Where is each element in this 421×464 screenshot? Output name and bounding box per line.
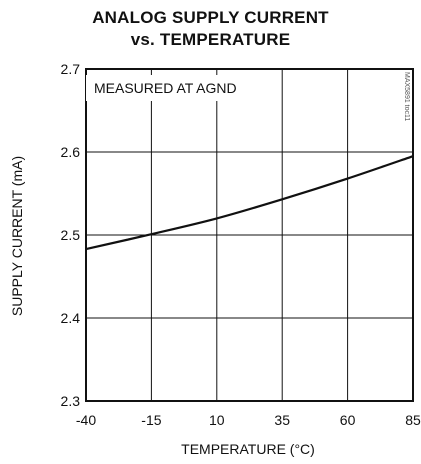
x-tick-label: -15 (141, 412, 161, 428)
x-axis-label: TEMPERATURE (°C) (181, 441, 315, 457)
chart-title-line1: ANALOG SUPPLY CURRENT (92, 8, 329, 27)
y-axis-label: SUPPLY CURRENT (mA) (9, 156, 25, 316)
series-line (85, 155, 414, 251)
x-tick-label: 10 (209, 412, 225, 428)
y-tick-label: 2.4 (61, 310, 81, 326)
y-tick-labels: 2.3 2.4 2.5 2.6 2.7 (61, 61, 81, 409)
grid-lines (86, 69, 413, 401)
x-tick-label: 85 (405, 412, 421, 428)
x-tick-label: -40 (76, 412, 96, 428)
annotation-background (86, 75, 243, 101)
chart-title-line2: vs. TEMPERATURE (130, 30, 291, 49)
x-tick-labels: -40 -15 10 35 60 85 (76, 412, 421, 428)
annotation-text: MEASURED AT AGND (94, 80, 237, 96)
y-tick-label: 2.7 (61, 61, 81, 77)
side-code: MAX5891 toc11 (403, 72, 410, 121)
x-tick-label: 60 (340, 412, 356, 428)
y-tick-label: 2.5 (61, 227, 81, 243)
plot-frame (85, 68, 414, 402)
y-tick-label: 2.6 (61, 144, 81, 160)
y-tick-label: 2.3 (61, 393, 81, 409)
x-tick-label: 35 (274, 412, 290, 428)
